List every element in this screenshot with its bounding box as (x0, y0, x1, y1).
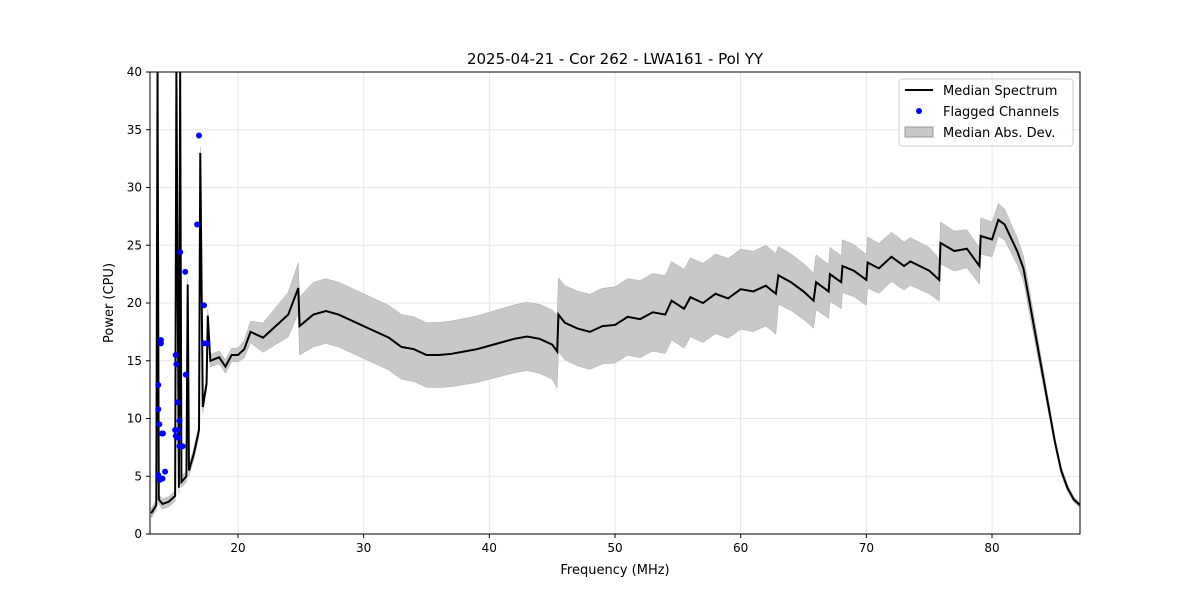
flagged-channel-point (175, 427, 182, 434)
flagged-channel-point (176, 417, 183, 424)
y-axis-label: Power (CPU) (102, 263, 117, 343)
flagged-channel-point (179, 443, 186, 450)
flagged-channel-point (194, 221, 201, 228)
y-tick-label: 30 (127, 181, 142, 195)
flagged-channel-point (175, 435, 182, 442)
y-tick-label: 10 (127, 412, 142, 426)
y-tick-label: 5 (134, 469, 142, 483)
legend: Median Spectrum Flagged Channels Median … (898, 78, 1074, 147)
flagged-channel-point (201, 302, 208, 309)
flagged-channel-point (159, 430, 166, 437)
y-tick-label: 25 (127, 238, 142, 252)
flagged-channel-point (182, 268, 189, 275)
x-tick-label: 30 (356, 541, 371, 555)
x-tick-label: 20 (230, 541, 245, 555)
x-tick-label: 60 (733, 541, 748, 555)
plot-frame (149, 71, 1081, 535)
legend-mad-label: Median Abs. Dev. (943, 126, 1055, 141)
x-tick-label: 70 (859, 541, 874, 555)
flagged-channel-point (204, 340, 211, 347)
y-tick-label: 20 (127, 296, 142, 310)
legend-flagged-swatch (916, 108, 922, 114)
legend-mad-swatch (904, 126, 934, 138)
x-axis-label: Frequency (MHz) (560, 563, 669, 578)
x-tick-label: 50 (607, 541, 622, 555)
flagged-channel-point (182, 371, 189, 378)
y-tick-label: 15 (127, 354, 142, 368)
flagged-channel-point (155, 382, 162, 389)
flagged-channel-point (196, 132, 203, 139)
flagged-channel-point (173, 361, 180, 368)
flagged-channel-point (162, 468, 169, 475)
flagged-channel-point (157, 340, 164, 347)
legend-box (898, 78, 1074, 147)
flagged-channel-point (159, 475, 166, 482)
flagged-channel-point (155, 472, 162, 479)
x-tick-label: 40 (482, 541, 497, 555)
flagged-channel-point (174, 399, 181, 406)
x-tick-label: 80 (984, 541, 999, 555)
flagged-channel-point (177, 249, 184, 256)
flagged-channel-point (156, 421, 163, 428)
flagged-channel-point (155, 406, 162, 413)
flagged-channel-point (172, 351, 179, 358)
y-tick-label: 35 (127, 123, 142, 137)
legend-median-label: Median Spectrum (943, 84, 1057, 99)
y-tick-label: 0 (134, 527, 142, 541)
chart-title: 2025-04-21 - Cor 262 - LWA161 - Pol YY (467, 50, 764, 68)
legend-flagged-label: Flagged Channels (943, 105, 1059, 120)
median-spectrum-line (150, 71, 1081, 514)
y-tick-label: 40 (127, 65, 142, 79)
